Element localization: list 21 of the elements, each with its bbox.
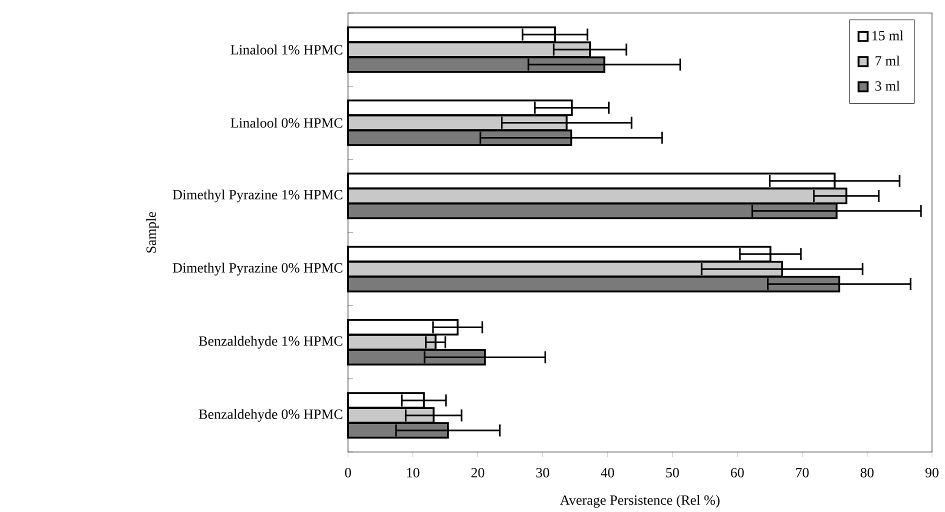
x-tick-label: 50 [666,468,679,478]
y-tick-label: Linalool 0% HPMC [230,118,342,128]
y-axis-title: Sample [146,212,159,253]
x-tick-label: 60 [730,468,744,478]
x-tick-label: 70 [796,468,809,478]
y-tick-label: Dimethyl Pyrazine 1% HPMC [172,190,342,202]
x-tick-label: 20 [471,468,484,478]
y-tick-label: Dimethyl Pyrazine 0% HPMC [172,262,342,276]
y-tick-label: Linalool 1% HPMC [230,44,342,55]
legend-label: 3 ml [875,80,900,91]
x-tick-label: 10 [407,468,420,478]
y-tick-label: Benzaldehyde 0% HPMC [198,409,342,422]
x-tick-label: 90 [925,468,938,478]
x-axis-title: Average Persistence (Rel %) [560,494,720,508]
x-tick-label: 80 [860,468,874,478]
x-tick-label: 40 [600,468,614,478]
x-tick-label: 0 [345,468,351,478]
legend-label: 15 ml [872,30,904,40]
legend-label: 7 ml [876,56,900,66]
x-tick-label: 30 [536,468,550,478]
y-tick-label: Benzaldehyde 1% HPMC [198,336,342,349]
